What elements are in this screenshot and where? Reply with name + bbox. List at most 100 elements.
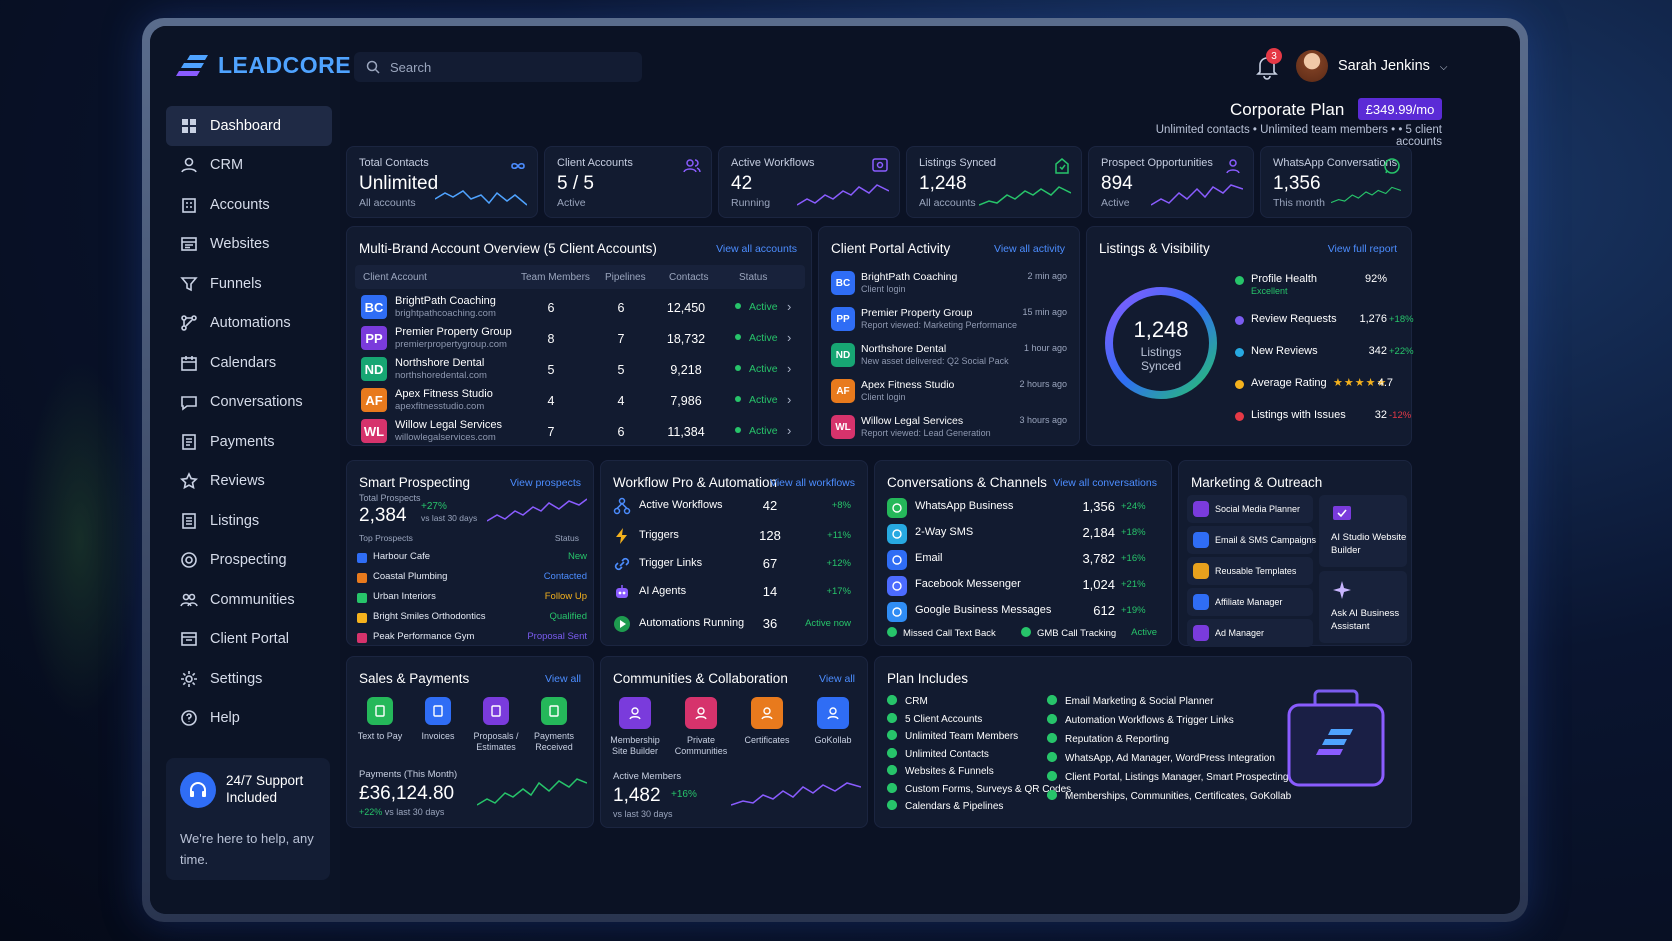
channel-row[interactable]: Facebook Messenger 1,024 +21% [883,573,1155,599]
workflow-metric-row[interactable]: Active Workflows 42 +8% [609,493,855,521]
listing-metric: Average Rating ★★★★★ 4.7 [1235,375,1407,399]
marketing-tool[interactable]: Reusable Templates [1187,557,1313,585]
ask-ai-business-assistant[interactable]: Ask AI Business Assistant [1319,571,1407,643]
view-all-conversations-link[interactable]: View all conversations [1053,477,1157,489]
channel-label: Facebook Messenger [915,578,1021,590]
workflow-metric-row[interactable]: AI Agents 14 +17% [609,579,855,607]
panel-title: Multi-Brand Account Overview (5 Client A… [359,241,657,256]
building-icon [182,197,196,213]
sidebar-item-payments[interactable]: Payments [166,422,332,462]
avatar[interactable] [1296,50,1328,82]
table-row[interactable]: PP Premier Property Group premierpropertyg… [355,324,801,354]
metric-dot [1235,348,1244,357]
prospect-row[interactable]: Urban Interiors Follow Up [357,589,587,609]
sidebar-item-dashboard[interactable]: Dashboard [166,106,332,146]
sales-tool[interactable]: Proposals / Estimates [469,697,523,753]
community-tool[interactable]: Private Communities [671,697,731,757]
sidebar-item-funnels[interactable]: Funnels [166,264,332,304]
metric-change: +18% [1389,314,1414,325]
table-row[interactable]: AF Apex Fitness Studio apexfitnesstudio.co… [355,386,801,416]
chevron-right-icon[interactable]: › [787,299,792,314]
view-all-activity-link[interactable]: View all activity [994,243,1065,255]
view-all-communities-link[interactable]: View all [819,673,855,685]
sidebar-item-reviews[interactable]: Reviews [166,462,332,502]
table-row[interactable]: WL Willow Legal Services willowlegalservic… [355,417,801,447]
sales-tool[interactable]: Text to Pay [353,697,407,742]
col-top-prospects: Top Prospects [359,533,413,543]
workflow-metric-row[interactable]: Triggers 128 +11% [609,523,855,551]
search-input[interactable]: Search [354,52,642,82]
community-tool[interactable]: Certificates [737,697,797,746]
stat-total-contacts[interactable]: Total Contacts Unlimited All accounts [346,146,538,218]
marketing-tool[interactable]: Ad Manager [1187,619,1313,647]
pipelines: 7 [617,332,625,346]
sidebar-item-label: CRM [210,157,244,174]
sidebar-item-listings[interactable]: Listings [166,501,332,541]
community-tool[interactable]: GoKollab [803,697,863,746]
chevron-right-icon[interactable]: › [787,361,792,376]
channel-row[interactable]: 2-Way SMS 2,184 +18% [883,521,1155,547]
view-prospects-link[interactable]: View prospects [509,477,581,489]
community-tool[interactable]: Membership Site Builder [605,697,665,757]
view-all-workflows-link[interactable]: View all workflows [770,477,855,489]
marketing-tool[interactable]: Affiliate Manager [1187,588,1313,616]
sidebar-item-conversations[interactable]: Conversations [166,383,332,423]
metric-dot [1235,412,1244,421]
user-menu[interactable]: Sarah Jenkins ⌵ [1338,58,1448,74]
sidebar-item-communities[interactable]: Communities [166,580,332,620]
sidebar-item-websites[interactable]: Websites [166,225,332,265]
sales-tool[interactable]: Invoices [411,697,465,742]
sidebar-item-help[interactable]: Help [166,699,332,739]
activity-item[interactable]: PP Premier Property Group Report viewed: M… [827,303,1071,339]
activity-item[interactable]: AF Apex Fitness Studio Client login 2 hours… [827,375,1071,411]
marketing-tool[interactable]: Social Media Planner [1187,495,1313,523]
support-card[interactable]: 24/7 Support Included We're here to help… [166,758,330,880]
sidebar-item-calendars[interactable]: Calendars [166,343,332,383]
prospects-change: +27% [421,501,447,512]
channel-row[interactable]: Email 3,782 +16% [883,547,1155,573]
view-all-accounts-link[interactable]: View all accounts [716,243,797,255]
view-all-sales-link[interactable]: View all [545,673,581,685]
workflow-automation-panel: Workflow Pro & Automation View all workf… [600,460,868,646]
stat-whatsapp-conversations[interactable]: WhatsApp Conversations 1,356 This month [1260,146,1412,218]
metric-dot [1235,276,1244,285]
activity-item[interactable]: ND Northshore Dental New asset delivered: … [827,339,1071,375]
sidebar-item-automations[interactable]: Automations [166,304,332,344]
stat-active-workflows[interactable]: Active Workflows 42 Running [718,146,900,218]
account-icon: AF [831,379,855,403]
stat-listings-synced[interactable]: Listings Synced 1,248 All accounts [906,146,1082,218]
channel-row[interactable]: Google Business Messages 612 +19% [883,599,1155,625]
chevron-right-icon[interactable]: › [787,392,792,407]
account-avatar: PP [361,326,387,350]
activity-item[interactable]: WL Willow Legal Services Report viewed: Le… [827,411,1071,447]
stat-client-accounts[interactable]: Client Accounts 5 / 5 Active [544,146,712,218]
prospect-row[interactable]: Peak Performance Gym Proposal Sent [357,629,587,649]
prospect-row[interactable]: Coastal Plumbing Contacted [357,569,587,589]
pipelines: 4 [617,394,625,408]
metric-label: Listings with Issues [1251,409,1346,421]
social-planner-icon [1193,501,1209,517]
chevron-right-icon[interactable]: › [787,330,792,345]
sidebar-item-settings[interactable]: Settings [166,659,332,699]
channel-row[interactable]: WhatsApp Business 1,356 +24% [883,495,1155,521]
ai-studio-website-builder[interactable]: AI Studio Website Builder [1319,495,1407,567]
prospect-row[interactable]: Harbour Cafe New [357,549,587,569]
sidebar-item-client-portal[interactable]: Client Portal [166,620,332,660]
workflow-metric-row[interactable]: Trigger Links 67 +12% [609,551,855,579]
workflow-metric-row[interactable]: Automations Running 36 Active now [609,611,855,639]
table-row[interactable]: ND Northshore Dental northshoredental.com 5… [355,355,801,385]
brand-logo[interactable]: LEADCORE [176,52,351,79]
logo-icon [176,54,208,76]
sales-tool[interactable]: Payments Received [527,697,581,753]
table-row[interactable]: BC BrightPath Coaching brightpathcoaching.… [355,293,801,323]
view-full-report-link[interactable]: View full report [1327,243,1397,255]
marketing-tool[interactable]: Email & SMS Campaigns [1187,526,1316,554]
sidebar-item-prospecting[interactable]: Prospecting [166,541,332,581]
prospect-row[interactable]: Bright Smiles Orthodontics Qualified [357,609,587,629]
chevron-right-icon[interactable]: › [787,423,792,438]
activity-item[interactable]: BC BrightPath Coaching Client login 2 min a… [827,267,1071,303]
stat-prospect-opportunities[interactable]: Prospect Opportunities 894 Active [1088,146,1254,218]
sidebar-item-crm[interactable]: CRM [166,146,332,186]
sidebar-item-accounts[interactable]: Accounts [166,185,332,225]
stat-label: Prospect Opportunities [1101,157,1213,169]
